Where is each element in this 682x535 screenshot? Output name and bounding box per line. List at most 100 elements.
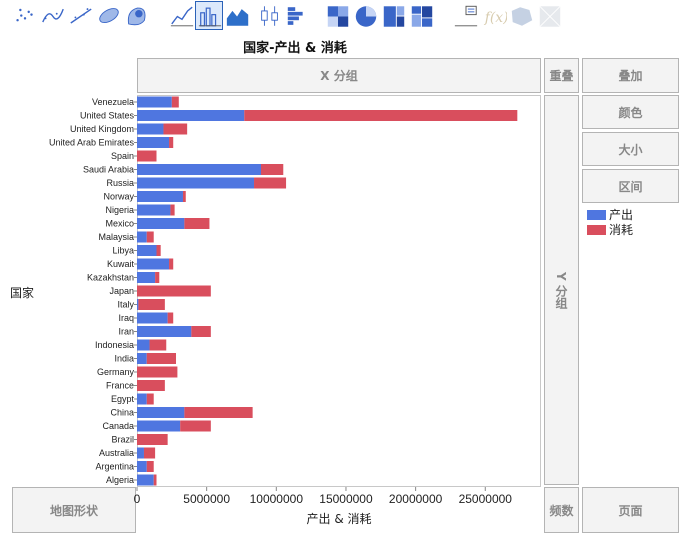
bar-segment-production[interactable]: [137, 137, 170, 148]
bar-chart-button[interactable]: [195, 1, 223, 30]
bar-segment-consumption[interactable]: [137, 434, 168, 445]
bar-segment-production[interactable]: [137, 191, 183, 202]
parallel-button: [535, 1, 563, 30]
bar-segment-consumption[interactable]: [146, 231, 154, 243]
caption-box-button[interactable]: [451, 1, 479, 30]
bar-segment-consumption[interactable]: [163, 123, 188, 135]
contour-button[interactable]: [122, 1, 150, 30]
bar-segment-consumption[interactable]: [171, 96, 179, 108]
category-label: Indonesia: [95, 340, 134, 350]
bar-segment-consumption[interactable]: [254, 177, 287, 189]
stack-zone[interactable]: 叠加: [582, 58, 679, 93]
bar-segment-production[interactable]: [137, 447, 144, 459]
bar-segment-production[interactable]: [137, 110, 245, 121]
map-shape-zone[interactable]: 地图形状: [12, 487, 136, 533]
x-tick-label: 15000000: [319, 492, 373, 506]
formula-icon: f(x): [484, 10, 507, 26]
bar-segment-consumption[interactable]: [137, 380, 165, 391]
bar-segment-production[interactable]: [137, 339, 150, 351]
bar-segment-production[interactable]: [137, 299, 139, 310]
bar-segment-production[interactable]: [137, 177, 255, 189]
heatmap-button[interactable]: [323, 1, 351, 30]
bar-segment-consumption[interactable]: [184, 218, 210, 229]
bar-segment-consumption[interactable]: [156, 245, 161, 256]
bar-segment-production[interactable]: [137, 164, 261, 175]
line-fit-button[interactable]: [66, 1, 94, 30]
mosaic-button[interactable]: [407, 1, 435, 30]
bar-segment-production[interactable]: [137, 393, 147, 405]
ellipse-button[interactable]: [94, 1, 122, 30]
bar-segment-production[interactable]: [137, 123, 164, 135]
bar-segment-production[interactable]: [137, 245, 157, 256]
category-label: Australia: [99, 448, 134, 458]
bar-segment-production[interactable]: [137, 407, 185, 418]
bar-segment-consumption[interactable]: [260, 164, 284, 175]
category-label: Canada: [102, 421, 134, 431]
pie-chart-button[interactable]: [351, 1, 379, 30]
freq-zone[interactable]: 频数: [544, 487, 579, 533]
bar-segment-production[interactable]: [137, 231, 147, 243]
bar-segment-production[interactable]: [137, 326, 192, 337]
treemap-button[interactable]: [379, 1, 407, 30]
size-zone[interactable]: 大小: [582, 132, 679, 166]
bar-segment-consumption[interactable]: [167, 312, 174, 324]
category-label: Iraq: [118, 313, 134, 323]
legend-label-consumption: 消耗: [609, 223, 634, 237]
bar-segment-consumption[interactable]: [169, 258, 174, 270]
chart-title: 国家-产出 & 消耗: [243, 41, 347, 56]
bar-segment-consumption[interactable]: [180, 420, 211, 432]
legend-label-production: 产出: [609, 208, 634, 222]
bar-segment-consumption[interactable]: [146, 461, 154, 472]
bar-segment-production[interactable]: [137, 272, 156, 283]
interval-zone[interactable]: 区间: [582, 169, 679, 203]
bar-segment-consumption[interactable]: [146, 353, 177, 364]
y-group-zone[interactable]: Y 分组: [544, 95, 579, 485]
bar-segment-consumption[interactable]: [137, 285, 211, 297]
bar-segment-production[interactable]: [137, 96, 172, 108]
bar-segment-consumption[interactable]: [191, 326, 211, 337]
area-chart-button[interactable]: [223, 1, 251, 30]
x-group-zone[interactable]: X 分组: [137, 58, 541, 93]
category-label: Argentina: [95, 462, 134, 472]
bar-segment-production[interactable]: [137, 353, 147, 364]
x-tick-label: 25000000: [459, 492, 513, 506]
bar-segment-consumption[interactable]: [149, 339, 167, 351]
category-label: Kazakhstan: [87, 273, 134, 283]
bar-segment-production[interactable]: [137, 461, 147, 472]
pie-chart-icon: [355, 6, 377, 27]
color-zone[interactable]: 颜色: [582, 95, 679, 129]
bar-segment-consumption[interactable]: [170, 204, 175, 216]
overlay-zone[interactable]: 重叠: [544, 58, 579, 93]
box-plot-button[interactable]: [255, 1, 283, 30]
line-chart-button[interactable]: [167, 1, 195, 30]
page-zone[interactable]: 页面: [582, 487, 679, 533]
bar-segment-consumption[interactable]: [155, 272, 160, 283]
histogram-button[interactable]: [283, 1, 311, 30]
bar-segment-production[interactable]: [137, 420, 181, 432]
bar-segment-consumption[interactable]: [138, 299, 165, 310]
bar-segment-consumption[interactable]: [153, 474, 157, 486]
bar-segment-consumption[interactable]: [182, 191, 186, 202]
category-label: Nigeria: [105, 205, 134, 215]
area-chart-icon: [226, 9, 249, 26]
bar-segment-consumption[interactable]: [143, 447, 156, 459]
treemap-icon: [383, 6, 405, 27]
bar-segment-consumption[interactable]: [137, 366, 178, 378]
legend-swatch-production: [587, 209, 606, 220]
scatter-points-button[interactable]: [10, 1, 38, 30]
bar-segment-consumption[interactable]: [146, 393, 154, 405]
smoother-button[interactable]: [38, 1, 66, 30]
bar-segment-production[interactable]: [137, 312, 168, 324]
legend-swatch-consumption: [587, 224, 606, 235]
bar-segment-consumption[interactable]: [169, 137, 174, 148]
bar-segment-production[interactable]: [137, 258, 170, 270]
map-shape-icon: [511, 7, 533, 26]
bar-segment-production[interactable]: [137, 204, 171, 216]
bar-segment-production[interactable]: [137, 218, 185, 229]
bar-segment-production[interactable]: [137, 474, 154, 486]
y-axis-title: 国家: [10, 286, 35, 300]
bar-segment-consumption[interactable]: [184, 407, 253, 418]
bar-segment-consumption[interactable]: [137, 150, 157, 162]
bar-segment-consumption[interactable]: [244, 110, 518, 121]
